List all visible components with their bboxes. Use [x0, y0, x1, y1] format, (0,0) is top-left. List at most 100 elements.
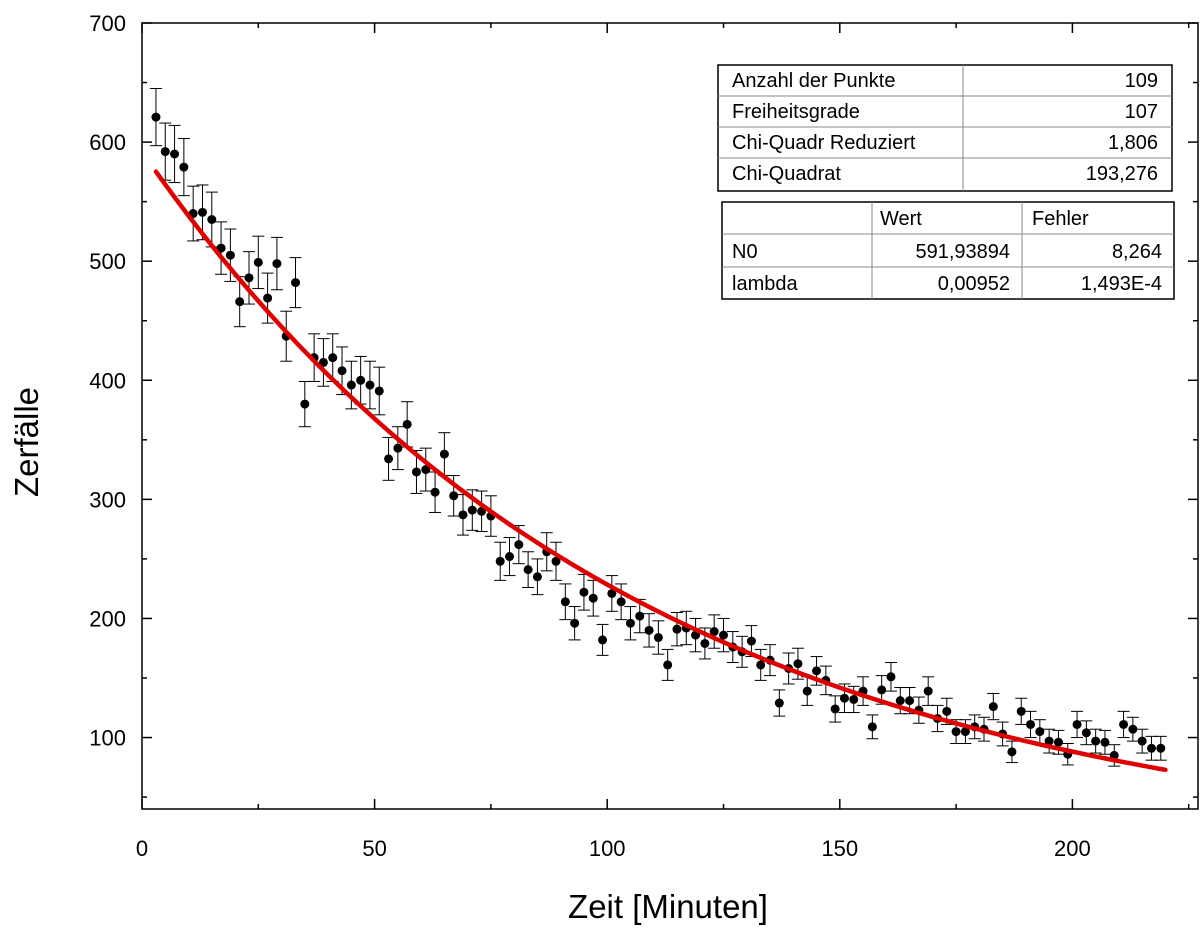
data-point [1007, 747, 1017, 757]
x-axis-ticks: 0 50 100 150 200 [136, 23, 1190, 861]
data-point [514, 540, 524, 550]
data-point [1119, 719, 1129, 729]
y-tick-label: 100 [89, 726, 126, 751]
data-point [802, 686, 812, 696]
data-point [839, 693, 849, 703]
y-axis-ticks: 100 200 300 400 500 600 700 [89, 11, 1198, 798]
data-point [756, 660, 766, 670]
data-point [263, 293, 273, 303]
stats-label-dof: Freiheitsgrade [732, 101, 860, 123]
data-point [588, 593, 598, 603]
data-point [1044, 736, 1054, 746]
data-point [1091, 736, 1101, 746]
data-point [374, 386, 384, 396]
data-point [197, 207, 207, 217]
data-point [607, 588, 617, 598]
data-point [700, 638, 710, 648]
data-point [988, 702, 998, 712]
data-point [663, 660, 673, 670]
y-axis-title: Zerfälle [8, 387, 45, 497]
param-table: Wert Fehler N0 591,93894 8,264 lambda 0,… [721, 201, 1175, 300]
data-point [467, 505, 477, 515]
data-point [170, 149, 180, 159]
data-point [356, 375, 366, 385]
stats-value-redchisq: 1,806 [1108, 132, 1158, 154]
stats-value-dof: 107 [1125, 101, 1158, 123]
y-tick-label: 500 [89, 249, 126, 274]
x-tick-label: 100 [589, 836, 626, 861]
param-header-wert: Wert [880, 208, 922, 230]
data-point [635, 611, 645, 621]
fit-stats-table: Anzahl der Punkte 109 Freiheitsgrade 107… [717, 64, 1173, 192]
stats-value-chisq: 193,276 [1086, 163, 1158, 185]
data-point [895, 696, 905, 706]
plot-frame [141, 22, 1199, 810]
param-header-fehler: Fehler [1032, 208, 1089, 230]
stats-value-points: 109 [1125, 70, 1158, 92]
param-name-n0: N0 [732, 241, 758, 263]
data-point [709, 627, 719, 637]
x-tick-label: 0 [136, 836, 148, 861]
x-axis-title: Zeit [Minuten] [568, 888, 768, 925]
data-point [393, 443, 403, 453]
data-point [346, 380, 356, 390]
data-point [179, 162, 189, 172]
data-point [625, 618, 635, 628]
data-points [151, 112, 1166, 760]
data-point [877, 685, 887, 695]
data-point [598, 635, 608, 645]
data-point [505, 552, 515, 562]
data-point [1053, 737, 1063, 747]
data-point [449, 491, 459, 501]
data-point [411, 467, 421, 477]
data-point [1146, 743, 1156, 753]
data-point [495, 556, 505, 566]
x-tick-label: 150 [821, 836, 858, 861]
data-point [328, 353, 338, 363]
data-point [672, 624, 682, 634]
data-point [523, 565, 533, 575]
data-point [300, 399, 310, 409]
data-point [905, 696, 915, 706]
data-point [1156, 743, 1166, 753]
data-point [244, 273, 254, 283]
data-point [402, 419, 412, 429]
y-tick-label: 600 [89, 130, 126, 155]
data-point [1100, 737, 1110, 747]
data-point [746, 636, 756, 646]
data-point [207, 215, 217, 224]
data-point [718, 630, 728, 640]
stats-label-points: Anzahl der Punkte [732, 70, 895, 92]
data-point [1081, 728, 1091, 738]
data-point [886, 672, 896, 682]
data-point [579, 587, 589, 597]
data-point [458, 510, 468, 520]
data-point [812, 666, 822, 676]
y-tick-label: 700 [89, 11, 126, 36]
stats-label-chisq: Chi-Quadrat [732, 163, 841, 185]
data-point [151, 112, 161, 122]
data-point [439, 449, 449, 459]
data-point [960, 727, 970, 737]
data-point [616, 597, 626, 607]
data-point [1137, 736, 1147, 746]
data-point [532, 572, 542, 582]
data-point [160, 147, 170, 157]
param-fehler-n0: 8,264 [1112, 241, 1162, 263]
data-point [849, 694, 859, 704]
data-point [951, 727, 961, 737]
data-point [216, 243, 226, 253]
data-point [1072, 719, 1082, 729]
data-point [318, 357, 328, 367]
data-point [867, 722, 877, 732]
data-point [653, 633, 663, 643]
data-point [1128, 724, 1138, 734]
data-point [337, 366, 347, 376]
y-tick-label: 400 [89, 368, 126, 393]
data-point [253, 257, 263, 267]
data-point [272, 259, 282, 269]
data-point [225, 250, 235, 260]
data-point [830, 704, 840, 714]
data-point [365, 380, 375, 390]
